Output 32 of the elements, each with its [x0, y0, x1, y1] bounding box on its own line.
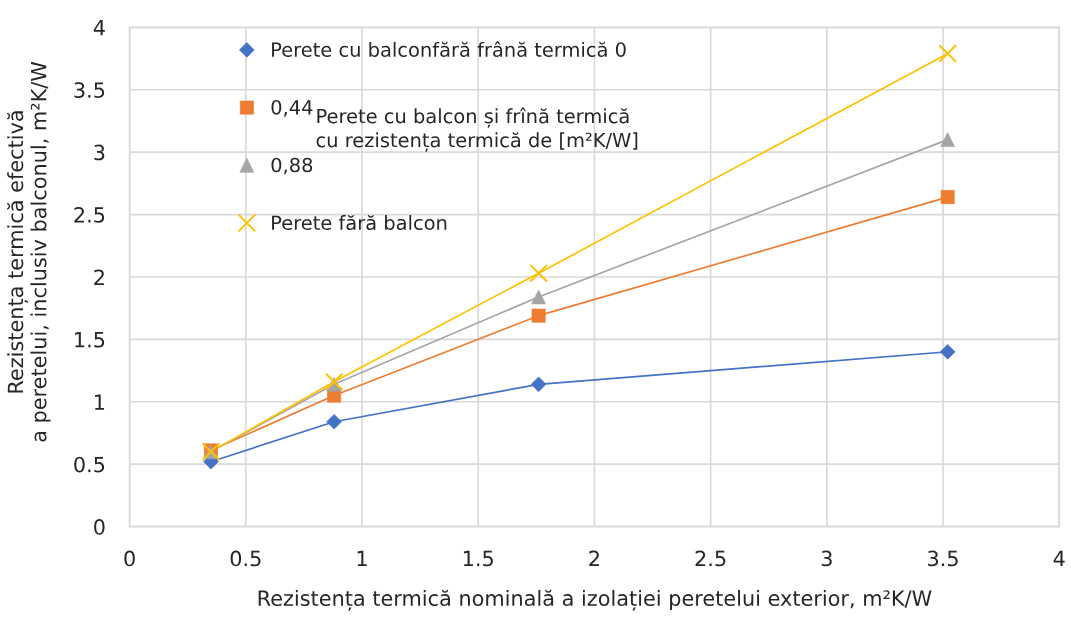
point	[326, 414, 342, 430]
point	[324, 372, 344, 392]
legend-label: Perete fără balcon	[272, 214, 447, 231]
y-tick-label: 2.5	[74, 207, 105, 223]
y-tick-label: 2	[94, 269, 104, 285]
legend-label: Perete cu balconfără frână termică 0	[272, 41, 626, 57]
x-axis-title: Rezistența termică nominală a izolației peretelui exterior, m²K/W	[258, 589, 932, 611]
point	[529, 263, 548, 283]
annotation: Perete cu balcon și frînă termică cu rezistența termică de [m²K/W]	[316, 107, 638, 152]
x-tick-label: 0	[124, 550, 135, 567]
y-tick-label: 0.5	[74, 456, 105, 473]
point	[938, 44, 957, 63]
x-tick-label: 3.5	[928, 550, 958, 567]
x-tick-label: 2	[589, 550, 599, 567]
y-axis-title: Rezistența termică efectivă a peretelui, inclusiv balconul, m²K/W	[7, 61, 51, 442]
x-tick-label: 2.5	[695, 550, 726, 567]
legend-label: 0,88	[271, 157, 313, 175]
y-tick-label: 1	[95, 394, 105, 410]
x-tick-label: 4	[1053, 550, 1065, 567]
point	[940, 190, 955, 205]
y-tick-label: 0	[94, 519, 105, 535]
x-tick-label: 0.5	[230, 550, 261, 567]
x-tick-label: 3	[821, 550, 832, 567]
y-tick-label: 4	[93, 20, 105, 36]
legend-label: 0,44	[271, 99, 313, 117]
x-tick-label: 1	[357, 550, 367, 567]
point	[940, 132, 955, 147]
y-tick-label: 1.5	[75, 332, 105, 348]
y-tick-label: 3.5	[74, 82, 105, 98]
y-tick-label: 3	[94, 144, 105, 161]
point	[530, 376, 547, 393]
x-tick-label: 1.5	[463, 550, 493, 567]
